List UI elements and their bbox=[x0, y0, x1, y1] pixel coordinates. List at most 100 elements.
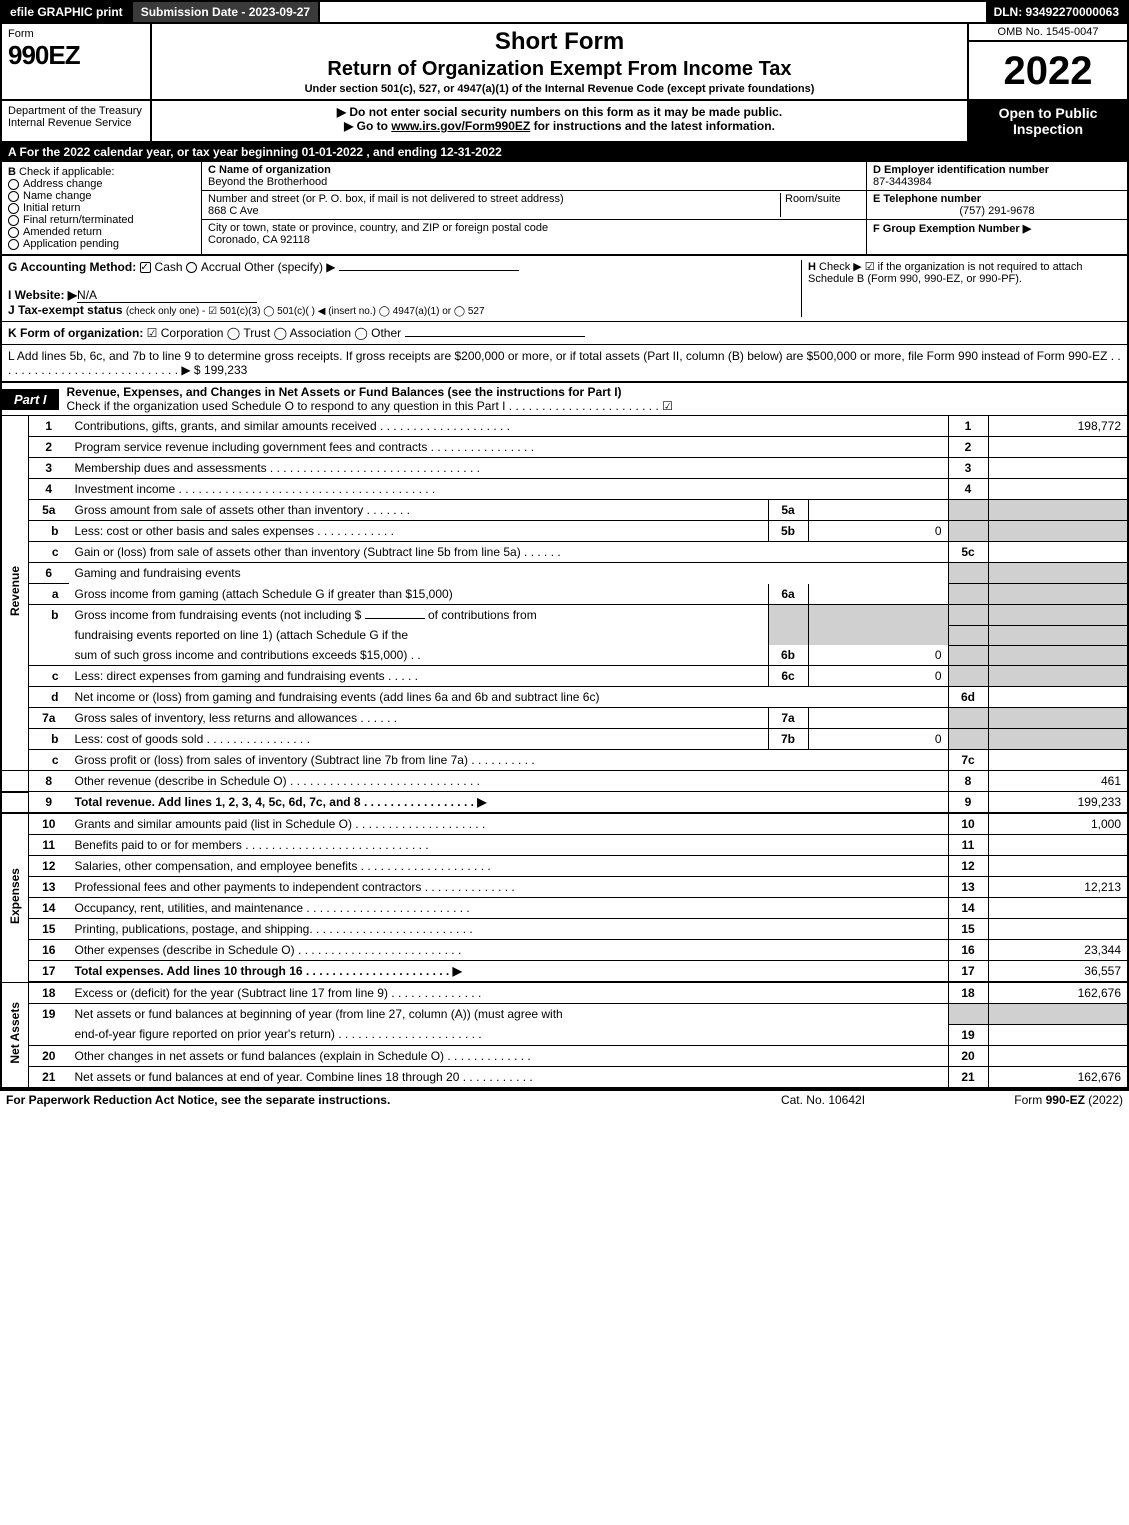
amended-return-label: Amended return bbox=[23, 226, 102, 238]
org-name-cell: C Name of organization Beyond the Brothe… bbox=[202, 162, 866, 191]
footer-right: Form 990-EZ (2022) bbox=[923, 1093, 1123, 1107]
group-exemption-cell: F Group Exemption Number ▶ bbox=[867, 220, 1127, 237]
cash-label: Cash bbox=[155, 260, 183, 274]
dept-irs: Internal Revenue Service bbox=[8, 117, 132, 129]
notices: ▶ Do not enter social security numbers o… bbox=[152, 101, 967, 141]
room-label: Room/suite bbox=[785, 193, 841, 205]
org-name: Beyond the Brotherhood bbox=[208, 176, 327, 188]
other-method-input[interactable] bbox=[339, 270, 519, 271]
addr-change-checkbox[interactable] bbox=[8, 179, 19, 190]
phone-cell: E Telephone number (757) 291-9678 bbox=[867, 191, 1127, 220]
form-label: Form bbox=[8, 28, 144, 40]
initial-return-checkbox[interactable] bbox=[8, 203, 19, 214]
efile-label[interactable]: efile GRAPHIC print bbox=[2, 2, 133, 22]
cash-checkbox[interactable] bbox=[140, 262, 151, 273]
row-12: 12 Salaries, other compensation, and emp… bbox=[1, 856, 1128, 877]
header-left: Form 990EZ bbox=[2, 24, 152, 99]
accrual-checkbox[interactable] bbox=[186, 262, 197, 273]
city-label: City or town, state or province, country… bbox=[208, 222, 548, 234]
row-6a: a Gross income from gaming (attach Sched… bbox=[1, 584, 1128, 605]
row-7a: 7a Gross sales of inventory, less return… bbox=[1, 708, 1128, 729]
h-text: Check ▶ ☑ if the organization is not req… bbox=[808, 261, 1083, 285]
amended-return-checkbox[interactable] bbox=[8, 227, 19, 238]
row-5b: b Less: cost or other basis and sales ex… bbox=[1, 521, 1128, 542]
part1-header: Part I Revenue, Expenses, and Changes in… bbox=[0, 383, 1129, 416]
submission-date: Submission Date - 2023-09-27 bbox=[133, 2, 320, 22]
name-change-checkbox[interactable] bbox=[8, 191, 19, 202]
tax-exempt-opts: (check only one) - ☑ 501(c)(3) ◯ 501(c)(… bbox=[126, 306, 485, 317]
fundraising-amount-input[interactable] bbox=[365, 618, 425, 619]
initial-return-label: Initial return bbox=[23, 202, 80, 214]
netassets-vert-label: Net Assets bbox=[8, 1002, 22, 1064]
final-return-label: Final return/terminated bbox=[23, 214, 134, 226]
header-center: Short Form Return of Organization Exempt… bbox=[152, 24, 967, 99]
header-right: OMB No. 1545-0047 2022 bbox=[967, 24, 1127, 99]
dln-label: DLN: 93492270000063 bbox=[986, 2, 1127, 22]
b-label: B bbox=[8, 166, 16, 178]
accounting-method-label: G Accounting Method: bbox=[8, 260, 136, 274]
part1-table: Revenue 1 Contributions, gifts, grants, … bbox=[0, 416, 1129, 1089]
col-c: C Name of organization Beyond the Brothe… bbox=[202, 162, 867, 254]
city-value: Coronado, CA 92118 bbox=[208, 234, 310, 246]
goto-notice: ▶ Go to www.irs.gov/Form990EZ for instru… bbox=[158, 119, 961, 133]
row-3: 3 Membership dues and assessments . . . … bbox=[1, 458, 1128, 479]
row-6b-2: fundraising events reported on line 1) (… bbox=[1, 625, 1128, 645]
form-number: 990EZ bbox=[8, 40, 144, 71]
part1-title: Revenue, Expenses, and Changes in Net As… bbox=[59, 383, 1127, 415]
k-opts: ☑ Corporation ◯ Trust ◯ Association ◯ Ot… bbox=[147, 326, 401, 340]
final-return-checkbox[interactable] bbox=[8, 215, 19, 226]
irs-link[interactable]: www.irs.gov/Form990EZ bbox=[391, 119, 530, 133]
revenue-vert-label: Revenue bbox=[8, 566, 22, 616]
open-public: Open to Public Inspection bbox=[969, 101, 1127, 141]
h-label: H bbox=[808, 261, 816, 273]
name-label: C Name of organization bbox=[208, 164, 331, 176]
h-section: H Check ▶ ☑ if the organization is not r… bbox=[801, 260, 1121, 317]
ssn-notice: ▶ Do not enter social security numbers o… bbox=[158, 105, 961, 119]
g-section: G Accounting Method: Cash Accrual Other … bbox=[8, 260, 795, 317]
expenses-vert-label: Expenses bbox=[8, 868, 22, 924]
accrual-label: Accrual bbox=[201, 260, 241, 274]
row-7b: b Less: cost of goods sold . . . . . . .… bbox=[1, 729, 1128, 750]
row-15: 15 Printing, publications, postage, and … bbox=[1, 919, 1128, 940]
col-de: D Employer identification number 87-3443… bbox=[867, 162, 1127, 254]
omb-number: OMB No. 1545-0047 bbox=[969, 24, 1127, 42]
section-a: A For the 2022 calendar year, or tax yea… bbox=[0, 143, 1129, 162]
ein-value: 87-3443984 bbox=[873, 176, 932, 188]
phone-value: (757) 291-9678 bbox=[873, 205, 1121, 217]
name-change-label: Name change bbox=[23, 190, 92, 202]
l1-mno: 1 bbox=[948, 416, 988, 437]
row-13: 13 Professional fees and other payments … bbox=[1, 877, 1128, 898]
top-spacer bbox=[320, 2, 985, 22]
line-l: L Add lines 5b, 6c, and 7b to line 9 to … bbox=[0, 345, 1129, 383]
row-6: 6 Gaming and fundraising events bbox=[1, 563, 1128, 584]
short-form-title: Short Form bbox=[158, 28, 961, 56]
row-6d: d Net income or (loss) from gaming and f… bbox=[1, 687, 1128, 708]
l1-val: 198,772 bbox=[988, 416, 1128, 437]
group-exemption-label: F Group Exemption Number ▶ bbox=[873, 223, 1031, 235]
row-19a: 19 Net assets or fund balances at beginn… bbox=[1, 1004, 1128, 1025]
website-value: N/A bbox=[77, 288, 257, 303]
header-bottom: Department of the Treasury Internal Reve… bbox=[0, 101, 1129, 143]
street-value: 868 C Ave bbox=[208, 205, 259, 217]
k-other-input[interactable] bbox=[405, 336, 585, 337]
row-10: Expenses 10 Grants and similar amounts p… bbox=[1, 813, 1128, 835]
app-pending-checkbox[interactable] bbox=[8, 239, 19, 250]
form-header: Form 990EZ Short Form Return of Organiza… bbox=[0, 24, 1129, 101]
check-if-label: Check if applicable: bbox=[19, 166, 114, 178]
row-1: Revenue 1 Contributions, gifts, grants, … bbox=[1, 416, 1128, 437]
row-18: Net Assets 18 Excess or (deficit) for th… bbox=[1, 982, 1128, 1004]
g-h-section: G Accounting Method: Cash Accrual Other … bbox=[0, 256, 1129, 322]
department-label: Department of the Treasury Internal Reve… bbox=[2, 101, 152, 141]
row-21: 21 Net assets or fund balances at end of… bbox=[1, 1066, 1128, 1088]
open-inspection-box: Open to Public Inspection bbox=[967, 101, 1127, 141]
dept-treasury: Department of the Treasury bbox=[8, 105, 142, 117]
row-4: 4 Investment income . . . . . . . . . . … bbox=[1, 479, 1128, 500]
row-6b-1: b Gross income from fundraising events (… bbox=[1, 605, 1128, 626]
part1-subtitle: Check if the organization used Schedule … bbox=[67, 399, 673, 413]
phone-label: E Telephone number bbox=[873, 193, 981, 205]
line-k: K Form of organization: ☑ Corporation ◯ … bbox=[0, 322, 1129, 345]
row-11: 11 Benefits paid to or for members . . .… bbox=[1, 835, 1128, 856]
footer-left: For Paperwork Reduction Act Notice, see … bbox=[6, 1093, 723, 1107]
k-label: K Form of organization: bbox=[8, 326, 143, 340]
row-20: 20 Other changes in net assets or fund b… bbox=[1, 1045, 1128, 1066]
